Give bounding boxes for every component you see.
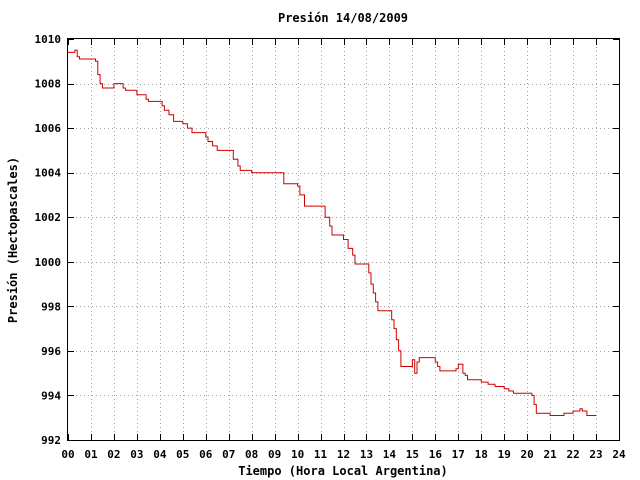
plot-frame: [67, 38, 620, 441]
x-tick-label: 01: [84, 448, 98, 461]
y-tick-label: 998: [41, 300, 61, 313]
x-tick-label: 16: [429, 448, 443, 461]
y-tick-label: 996: [41, 345, 61, 358]
x-axis-label: Tiempo (Hora Local Argentina): [238, 464, 448, 478]
x-tick-label: 24: [612, 448, 626, 461]
x-tick-label: 12: [337, 448, 350, 461]
chart-title: Presión 14/08/2009: [278, 11, 408, 25]
x-tick-label: 14: [383, 448, 397, 461]
x-tick-label: 17: [452, 448, 465, 461]
x-tick-label: 04: [153, 448, 167, 461]
x-tick-label: 19: [498, 448, 511, 461]
x-tick-label: 18: [475, 448, 488, 461]
x-tick-label: 02: [107, 448, 120, 461]
x-tick-label: 09: [268, 448, 281, 461]
y-tick-label: 994: [41, 389, 61, 402]
x-tick-label: 15: [406, 448, 419, 461]
x-tick-label: 03: [130, 448, 143, 461]
x-tick-label: 20: [521, 448, 534, 461]
x-tick-label: 13: [360, 448, 373, 461]
x-tick-label: 07: [222, 448, 235, 461]
tick-labels: 00 01 02 03 04 05 06 07 08 09 10 11 12 13 14 15 16 17 18 19…: [35, 33, 626, 461]
x-tick-label: 23: [589, 448, 602, 461]
y-tick-label: 1010: [35, 33, 62, 46]
series-layer: [68, 49, 596, 416]
x-tick-label: 00: [61, 448, 74, 461]
x-tick-label: 10: [291, 448, 304, 461]
y-tick-label: 1000: [35, 256, 62, 269]
y-tick-label: 1004: [35, 167, 62, 180]
y-tick-label: 992: [41, 434, 61, 447]
x-tick-label: 11: [314, 448, 328, 461]
y-axis-label: Presión (Hectopascales): [6, 157, 20, 323]
axis-ticks: [68, 39, 620, 441]
y-tick-label: 1002: [35, 211, 62, 224]
x-tick-label: 06: [199, 448, 213, 461]
grid-lines: [68, 39, 619, 440]
x-tick-label: 22: [566, 448, 579, 461]
x-tick-label: 21: [544, 448, 558, 461]
y-tick-label: 1008: [35, 78, 62, 91]
y-tick-label: 1006: [35, 122, 62, 135]
pressure-series-line: [68, 49, 596, 416]
x-tick-label: 05: [176, 448, 189, 461]
x-tick-label: 08: [245, 448, 258, 461]
